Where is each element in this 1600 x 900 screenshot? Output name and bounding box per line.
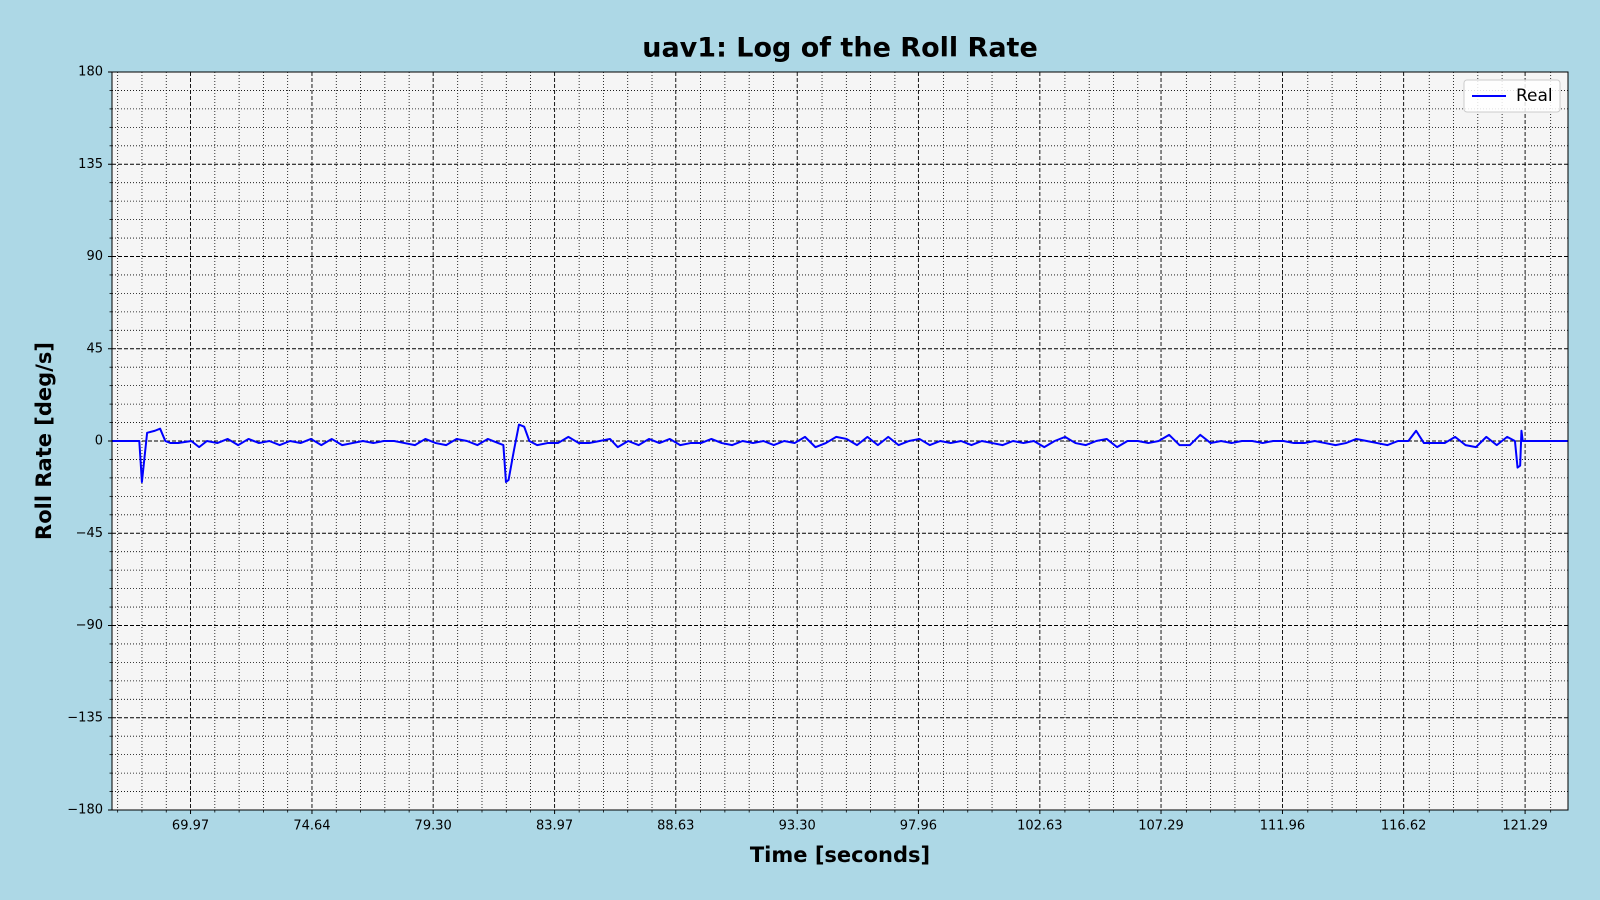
- x-tick-label: 111.96: [1260, 819, 1306, 834]
- y-tick-label: −90: [76, 618, 103, 633]
- y-tick-label: 0: [95, 434, 103, 449]
- x-tick-label: 116.62: [1381, 819, 1427, 834]
- x-tick-label: 93.30: [779, 819, 816, 834]
- x-tick-label: 79.30: [415, 819, 452, 834]
- x-tick-label: 83.97: [536, 819, 573, 834]
- x-tick-label: 74.64: [293, 819, 330, 834]
- legend-box: [1463, 79, 1561, 113]
- y-tick-label: 90: [86, 249, 103, 264]
- plot-frame: [111, 71, 1569, 811]
- y-tick-label: −180: [67, 803, 103, 818]
- y-tick-label: 135: [78, 157, 103, 172]
- x-tick-label: 121.29: [1502, 819, 1548, 834]
- x-tick-label: 88.63: [657, 819, 694, 834]
- y-tick-label: 45: [86, 341, 103, 356]
- x-tick-label: 107.29: [1138, 819, 1184, 834]
- x-tick-label: 97.96: [900, 819, 937, 834]
- x-tick-label: 102.63: [1017, 819, 1063, 834]
- legend-label: Real: [1516, 86, 1553, 106]
- y-tick-label: −135: [67, 710, 103, 725]
- chart-title: uav1: Log of the Roll Rate: [642, 33, 1038, 64]
- data-line: [112, 423, 1568, 483]
- x-tick-label: 69.97: [172, 819, 209, 834]
- y-axis-label: Roll Rate [deg/s]: [32, 342, 56, 540]
- y-tick-label: 180: [78, 65, 103, 80]
- y-tick-label: −45: [76, 526, 103, 541]
- x-axis-label: Time [seconds]: [750, 843, 930, 867]
